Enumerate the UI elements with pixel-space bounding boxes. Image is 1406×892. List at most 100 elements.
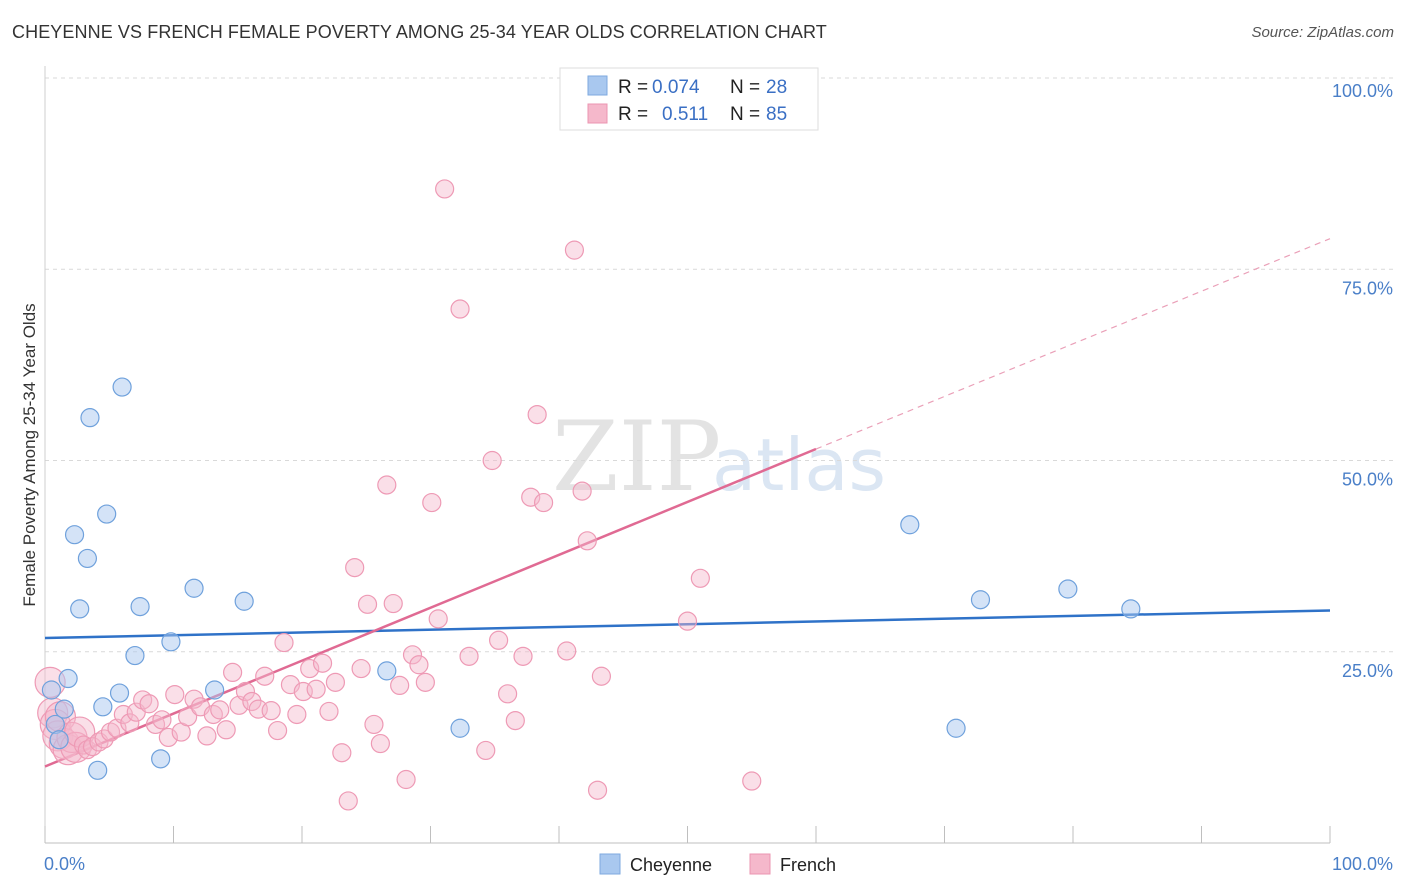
point-french <box>489 630 509 650</box>
legend-swatch-french <box>587 103 608 124</box>
point-cheyenne <box>54 699 74 719</box>
y-tick-label: 75.0% <box>1342 278 1393 298</box>
point-french <box>267 720 288 741</box>
point-cheyenne <box>41 680 62 700</box>
grid-lines <box>45 77 1393 653</box>
point-french <box>383 593 403 614</box>
point-french <box>332 743 352 763</box>
point-french <box>77 740 98 760</box>
point-cheyenne <box>184 578 204 598</box>
point-cheyenne <box>946 718 966 738</box>
point-french <box>274 632 294 653</box>
point-french <box>139 694 159 714</box>
point-cheyenne <box>1121 599 1141 619</box>
point-cheyenne <box>97 504 117 524</box>
point-french <box>476 740 496 761</box>
point-french <box>152 710 172 730</box>
chart-title: CHEYENNE VS FRENCH FEMALE POVERTY AMONG … <box>12 22 827 42</box>
bottom-legend-french: French <box>780 855 836 875</box>
trend-line-french-projection <box>815 238 1331 450</box>
point-french <box>390 675 410 696</box>
legend-swatch-cheyenne <box>587 75 608 96</box>
bottom-legend-swatch-french <box>749 853 771 875</box>
point-french <box>521 487 541 507</box>
point-french <box>287 704 307 725</box>
point-cheyenne <box>58 668 78 689</box>
source-credit: Source: ZipAtlas.com <box>1251 24 1394 41</box>
y-tick-label: 25.0% <box>1342 661 1393 681</box>
point-cheyenne <box>900 515 920 535</box>
bottom-legend-cheyenne: Cheyenne <box>630 855 712 875</box>
point-french <box>306 679 326 699</box>
point-french <box>235 681 256 702</box>
y-tick-label: 100.0% <box>1332 81 1393 101</box>
point-french <box>564 240 585 260</box>
legend-n-value-1: 28 <box>766 77 787 98</box>
point-french <box>591 666 612 686</box>
bottom-legend-swatch-cheyenne <box>599 853 621 875</box>
watermark-zip: ZIP <box>552 401 721 513</box>
point-cheyenne <box>112 377 132 397</box>
point-french <box>742 771 762 791</box>
point-french <box>178 707 198 727</box>
watermark-atlas: atlas <box>712 423 886 507</box>
point-cheyenne <box>970 590 991 610</box>
point-french <box>312 653 333 673</box>
point-french <box>513 646 533 666</box>
point-french <box>158 727 178 748</box>
point-french <box>527 405 547 425</box>
point-french <box>396 769 416 790</box>
legend-r-label-1: R = <box>618 77 648 98</box>
point-cheyenne <box>88 760 108 780</box>
legend-r-value-2: 0.511 <box>662 104 708 125</box>
point-french <box>210 700 230 720</box>
x-tick-max: 100.0% <box>1332 854 1393 874</box>
point-french <box>197 726 217 746</box>
legend-r-label-2: R = <box>618 104 648 125</box>
point-french <box>572 481 592 501</box>
point-french <box>505 710 525 731</box>
point-french <box>482 450 502 471</box>
point-french <box>364 714 384 735</box>
point-french <box>577 531 597 551</box>
point-cheyenne <box>161 632 181 652</box>
point-french <box>120 713 140 733</box>
point-cheyenne <box>64 525 85 545</box>
point-french <box>300 658 320 679</box>
point-cheyenne <box>234 591 254 611</box>
point-french <box>422 492 442 513</box>
point-french <box>319 701 339 722</box>
point-french <box>351 658 371 679</box>
point-cheyenne <box>377 661 397 681</box>
point-cheyenne <box>1058 579 1078 599</box>
y-tick-label: 50.0% <box>1342 470 1393 490</box>
point-french <box>242 691 262 712</box>
point-french <box>370 733 390 754</box>
point-french <box>377 475 397 495</box>
point-cheyenne <box>70 599 90 619</box>
watermark: ZIP atlas <box>552 401 886 513</box>
point-french <box>587 780 608 800</box>
point-cheyenne <box>109 683 130 703</box>
point-cheyenne <box>80 408 100 428</box>
point-french <box>677 611 698 631</box>
point-french <box>409 655 429 675</box>
point-french <box>345 557 365 578</box>
point-cheyenne <box>205 680 225 700</box>
legend: R = 0.074 N = 28 R = 0.511 N = 85 <box>559 67 819 131</box>
point-cheyenne <box>151 749 171 769</box>
trend-line-french <box>44 447 817 768</box>
point-cheyenne <box>130 597 150 617</box>
point-french <box>165 684 185 705</box>
point-cheyenne <box>125 645 145 666</box>
point-cheyenne <box>77 548 98 569</box>
point-french <box>357 594 378 614</box>
data-points <box>34 179 1141 811</box>
point-french <box>450 299 470 319</box>
point-french <box>338 791 358 811</box>
point-cheyenne <box>450 718 470 738</box>
bottom-legend: Cheyenne French <box>599 853 836 875</box>
point-french <box>223 662 243 683</box>
trend-lines <box>44 238 1331 768</box>
